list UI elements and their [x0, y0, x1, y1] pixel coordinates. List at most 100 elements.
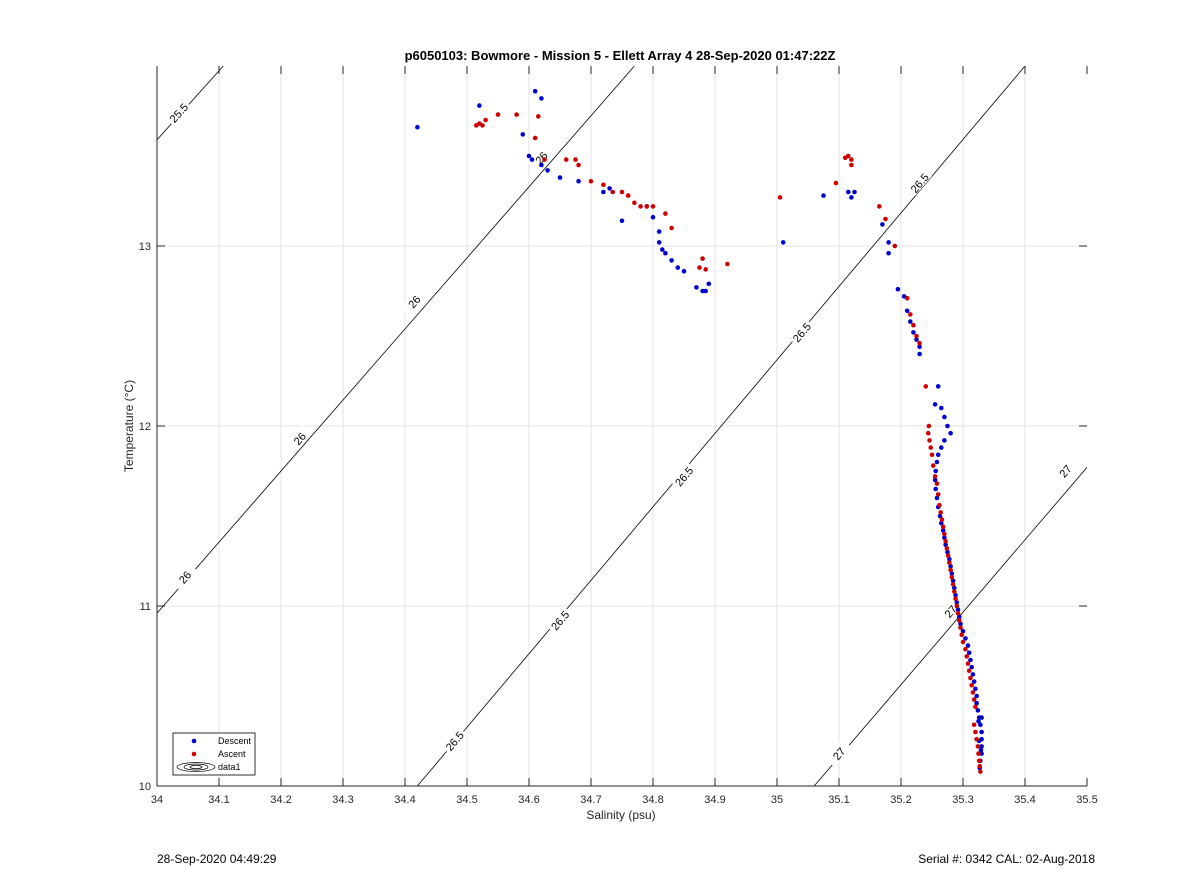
contour-label-backdrop [285, 424, 312, 452]
x-tick-label: 34.8 [642, 794, 663, 806]
descent-point [976, 718, 981, 724]
descent-point [979, 744, 984, 749]
ascent-point [610, 189, 615, 195]
ascent-point [965, 661, 971, 666]
descent-point [945, 423, 950, 429]
descent-point [904, 308, 910, 314]
ascent-point [963, 646, 968, 652]
chart-title: p6050103: Bowmore - Mission 5 - Ellett A… [405, 48, 836, 63]
legend-ascent-label: Ascent [218, 749, 246, 759]
density-contour-26 [157, 66, 635, 614]
contour-label-backdrop [546, 605, 573, 634]
y-tick-label: 10 [139, 781, 151, 793]
descent-point [681, 268, 687, 274]
ascent-point [849, 157, 854, 162]
ascent-point [892, 243, 898, 249]
ascent-point [669, 225, 674, 231]
contour-label-backdrop [400, 287, 427, 315]
descent-point [975, 708, 981, 713]
ascent-point [953, 596, 958, 602]
ascent-point [973, 704, 978, 710]
descent-point [979, 715, 984, 720]
ascent-point [966, 668, 972, 674]
ascent-point [725, 261, 730, 267]
ascent-point [703, 267, 708, 272]
x-tick-label: 35 [771, 794, 783, 806]
descent-point [886, 250, 891, 256]
contour-label-backdrop [905, 168, 932, 197]
descent-point [557, 175, 563, 180]
descent-point [846, 189, 851, 195]
ascent-point [917, 340, 922, 346]
y-tick-label: 12 [139, 421, 151, 433]
descent-point [619, 218, 625, 224]
x-tick-label: 35.5 [1076, 794, 1097, 806]
descent-point [917, 351, 922, 357]
ascent-point [971, 697, 977, 702]
ascent-point [937, 502, 942, 508]
descent-point [935, 452, 941, 458]
ascent-point [563, 157, 569, 162]
x-tick-label: 34.2 [270, 794, 291, 806]
descent-point [939, 405, 944, 411]
descent-point [607, 186, 612, 191]
ascent-point [480, 123, 485, 128]
ascent-point [958, 625, 963, 630]
ascent-point [495, 112, 501, 117]
descent-point [939, 520, 944, 526]
descent-point [576, 178, 581, 184]
descent-point [895, 286, 901, 292]
descent-point [669, 258, 674, 263]
contour-label-backdrop [171, 562, 198, 591]
descent-point [973, 686, 978, 692]
ascent-point [969, 682, 974, 688]
ascent-point [483, 117, 488, 123]
ascent-point [954, 603, 960, 609]
contour-label-backdrop [825, 739, 852, 767]
descent-point [954, 600, 960, 605]
ascent-point [777, 195, 783, 200]
legend: Descent Ascent data1 [172, 732, 256, 776]
x-tick-label: 34.4 [394, 794, 415, 806]
ascent-point [849, 162, 854, 168]
x-tick-label: 34.7 [580, 794, 601, 806]
descent-point [601, 189, 606, 195]
ascent-point [576, 162, 581, 168]
descent-point [415, 124, 420, 130]
ascent-point [939, 517, 945, 522]
ascent-point [588, 178, 594, 184]
y-axis-label: Temperature (°C) [122, 380, 136, 472]
ascent-point [908, 312, 913, 317]
descent-point [932, 477, 938, 483]
ascent-point [930, 463, 936, 468]
ascent-point [976, 758, 982, 764]
descent-point [963, 636, 968, 641]
descent-point [529, 157, 535, 162]
x-tick-label: 34.3 [332, 794, 353, 806]
ascent-point [911, 322, 916, 328]
x-tick-label: 35.4 [1014, 794, 1035, 806]
ascent-point [601, 182, 606, 188]
descent-point [539, 96, 544, 101]
ascent-point [973, 729, 978, 735]
legend-contour-icon [176, 762, 216, 772]
ascent-point [947, 560, 952, 566]
descent-point [978, 722, 983, 728]
descent-point [965, 643, 971, 648]
x-tick-label: 34 [151, 794, 163, 806]
ascent-point [940, 524, 946, 530]
descent-point [974, 700, 979, 706]
legend-box [172, 732, 256, 776]
ascent-point [978, 769, 983, 774]
descent-point [945, 549, 950, 555]
ascent-point [949, 574, 955, 580]
descent-point [849, 195, 854, 200]
descent-point [953, 592, 958, 598]
descent-point [960, 628, 966, 634]
ascent-point [846, 153, 851, 159]
contour-label-backdrop [1051, 456, 1078, 485]
ascent-point [950, 582, 956, 587]
ascent-point [944, 546, 950, 551]
y-tick-label: 11 [140, 601, 151, 613]
